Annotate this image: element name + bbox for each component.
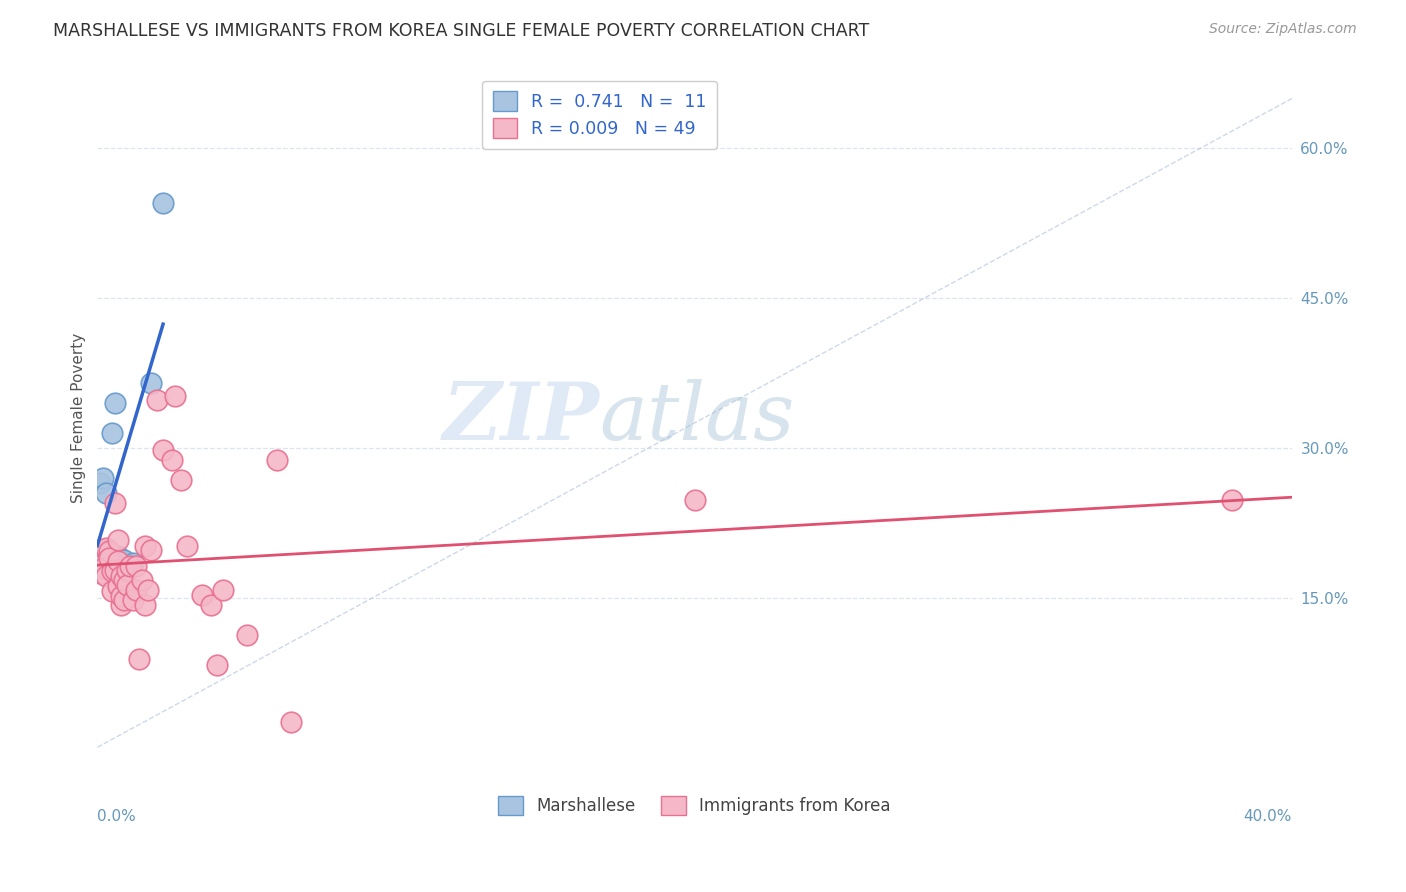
Text: Source: ZipAtlas.com: Source: ZipAtlas.com [1209,22,1357,37]
Text: atlas: atlas [599,379,794,457]
Point [98,546,121,560]
Point [107,554,129,568]
Y-axis label: Single Female Poverty: Single Female Poverty [72,333,86,503]
Point [112,552,135,566]
Point [110,598,132,612]
Point [152,442,174,457]
Point [120,558,142,573]
Point [176,539,198,553]
Legend: Marshallese, Immigrants from Korea: Marshallese, Immigrants from Korea [492,789,897,822]
Point [89,558,111,572]
Point [146,392,169,407]
Point [104,563,127,577]
Point [101,564,124,578]
Point [200,598,222,612]
Point [104,496,127,510]
Point [235,627,257,641]
Point [91,471,114,485]
Point [89,475,111,490]
Point [134,598,156,612]
Point [110,568,132,582]
Text: MARSHALLESE VS IMMIGRANTS FROM KOREA SINGLE FEMALE POVERTY CORRELATION CHART: MARSHALLESE VS IMMIGRANTS FROM KOREA SIN… [53,22,870,40]
Point [136,582,159,597]
Text: 0.0%: 0.0% [97,809,136,824]
Point [91,546,114,560]
Point [96,541,118,555]
Point [101,425,124,440]
Text: ZIP: ZIP [443,379,599,457]
Point [205,658,228,673]
Point [115,563,138,577]
Point [163,389,186,403]
Point [170,473,193,487]
Text: 40.0%: 40.0% [1244,809,1292,824]
Point [160,452,183,467]
Point [122,556,145,570]
Point [1220,492,1243,507]
Point [131,573,153,587]
Point [107,549,129,563]
Point [134,539,156,553]
Point [98,550,121,565]
Point [128,652,150,666]
Point [107,578,129,592]
Point [112,573,135,587]
Point [266,452,288,467]
Point [191,588,214,602]
Point [280,715,302,730]
Point [96,568,118,582]
Point [112,592,135,607]
Point [107,533,129,547]
Point [211,582,233,597]
Point [91,560,114,574]
Point [89,542,111,557]
Point [139,376,162,390]
Point [115,577,138,591]
Point [104,396,127,410]
Point [122,592,145,607]
Point [125,558,148,573]
Point [110,589,132,603]
Point [96,485,118,500]
Point [89,566,111,580]
Point [125,582,148,597]
Point [683,492,706,507]
Point [96,542,118,557]
Point [139,542,162,557]
Point [152,196,174,211]
Point [101,583,124,598]
Point [98,543,121,558]
